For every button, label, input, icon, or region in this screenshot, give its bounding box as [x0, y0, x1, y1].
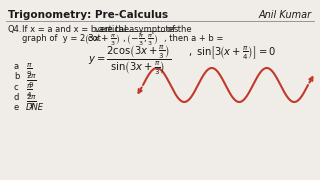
- Text: $,\left(-\frac{\pi}{3},\frac{\pi}{3}\right)$: $,\left(-\frac{\pi}{3},\frac{\pi}{3}\rig…: [122, 33, 158, 48]
- Text: a: a: [14, 62, 19, 71]
- Text: c: c: [14, 83, 19, 92]
- Text: d: d: [14, 93, 20, 102]
- Text: vertical asymptotes: vertical asymptotes: [95, 25, 178, 34]
- Text: b: b: [14, 72, 20, 81]
- Text: Trigonometry: Pre-Calculus: Trigonometry: Pre-Calculus: [8, 10, 168, 20]
- Text: Q4.: Q4.: [8, 25, 22, 34]
- Text: graph of  y = 2 cot: graph of y = 2 cot: [22, 34, 101, 43]
- Text: $y=\dfrac{2\cos\!\left(3x+\frac{\pi}{3}\right)}{\sin\!\left(3x+\frac{\pi}{3}\rig: $y=\dfrac{2\cos\!\left(3x+\frac{\pi}{3}\…: [88, 44, 171, 77]
- Text: $\left(3x+\frac{\pi}{3}\right)$: $\left(3x+\frac{\pi}{3}\right)$: [84, 33, 120, 48]
- Text: , then a + b =: , then a + b =: [164, 34, 223, 43]
- Text: $\frac{2π}{9}$: $\frac{2π}{9}$: [26, 72, 37, 91]
- Text: DNE: DNE: [26, 103, 44, 112]
- Text: Anil Kumar: Anil Kumar: [259, 10, 312, 20]
- Text: $\frac{π}{9}$: $\frac{π}{9}$: [26, 62, 33, 79]
- Text: $,\ \sin\!\left[3\!\left(x+\frac{\pi}{4}\right)\right]=0$: $,\ \sin\!\left[3\!\left(x+\frac{\pi}{4}…: [188, 44, 276, 61]
- Text: of the: of the: [167, 25, 192, 34]
- Text: If x = a and x = b are the: If x = a and x = b are the: [22, 25, 129, 34]
- Text: $\frac{π}{4}$: $\frac{π}{4}$: [26, 83, 33, 100]
- Text: e: e: [14, 103, 19, 112]
- Text: $\frac{2π}{3}$: $\frac{2π}{3}$: [26, 93, 37, 111]
